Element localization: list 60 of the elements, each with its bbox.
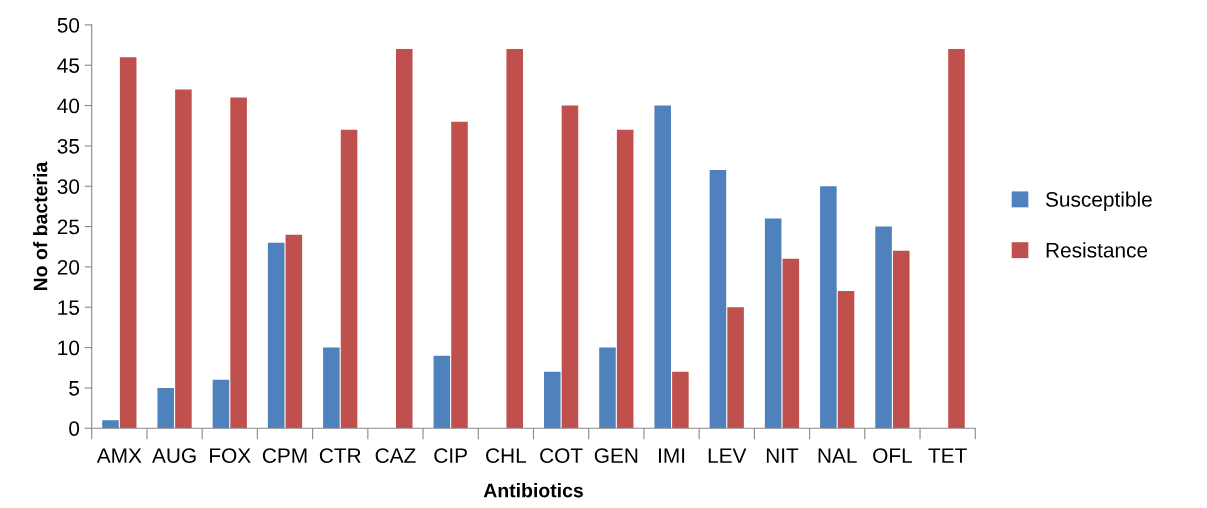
- y-tick-label: 30: [57, 179, 80, 194]
- y-tick-label: 20: [57, 259, 80, 275]
- bar: [230, 97, 247, 429]
- bar: [267, 242, 285, 429]
- legend-label: Resistance: [1046, 242, 1148, 258]
- y-tick-label: 35: [57, 138, 80, 154]
- bar: [323, 347, 340, 429]
- bar: [837, 291, 855, 429]
- bar: [285, 234, 303, 429]
- x-tick-label: NAL: [818, 448, 857, 463]
- bar: [672, 371, 689, 429]
- bar: [948, 49, 965, 429]
- bar: [764, 218, 782, 429]
- bar: [875, 226, 892, 429]
- x-tick-label: NIT: [766, 448, 799, 463]
- bar: [102, 420, 119, 429]
- x-tick-label: IMI: [659, 448, 685, 463]
- x-tick-label: TET: [928, 448, 967, 463]
- x-tick-label: GEN: [594, 448, 638, 463]
- bar: [157, 387, 175, 429]
- x-tick-label: FOX: [210, 448, 251, 463]
- y-tick-label: 15: [58, 300, 80, 315]
- bar: [175, 89, 192, 429]
- bar: [543, 371, 561, 429]
- bar: [340, 129, 358, 429]
- x-tick-label: CPM: [262, 448, 307, 463]
- bar: [709, 170, 727, 429]
- x-tick-label: CHL: [486, 448, 527, 463]
- bar: [119, 57, 137, 429]
- x-tick-label: CIP: [434, 448, 467, 463]
- y-tick-label: 5: [69, 381, 80, 396]
- bar: [616, 129, 634, 429]
- y-tick-label: 0: [69, 421, 80, 436]
- y-tick-label: 50: [57, 17, 80, 33]
- y-tick-label: 40: [57, 98, 80, 114]
- bar: [782, 258, 800, 429]
- bar: [561, 105, 579, 429]
- bar: [892, 250, 910, 429]
- bar: [820, 186, 837, 429]
- x-tick-label: COT: [540, 448, 583, 463]
- x-axis-title: Antibiotics: [483, 483, 583, 498]
- bar: [212, 379, 230, 429]
- bar: [433, 355, 451, 429]
- bar: [506, 49, 523, 429]
- bar: [451, 121, 468, 429]
- x-tick-label: AUG: [152, 448, 196, 463]
- x-tick-label: AMX: [96, 448, 142, 463]
- bar: [599, 347, 616, 429]
- legend-label: Susceptible: [1045, 191, 1152, 211]
- bar: [396, 49, 413, 429]
- x-tick-label: CTR: [319, 448, 361, 463]
- y-tick-label: 25: [57, 219, 80, 235]
- y-tick-label: 10: [58, 340, 80, 356]
- x-tick-label: OFL: [873, 448, 912, 463]
- y-axis-title: No of bacteria: [33, 161, 48, 291]
- x-tick-label: CAZ: [375, 448, 416, 463]
- x-tick-label: LEV: [708, 448, 747, 463]
- bar: [654, 105, 671, 429]
- y-tick-label: 45: [57, 58, 80, 73]
- bar: [727, 307, 744, 429]
